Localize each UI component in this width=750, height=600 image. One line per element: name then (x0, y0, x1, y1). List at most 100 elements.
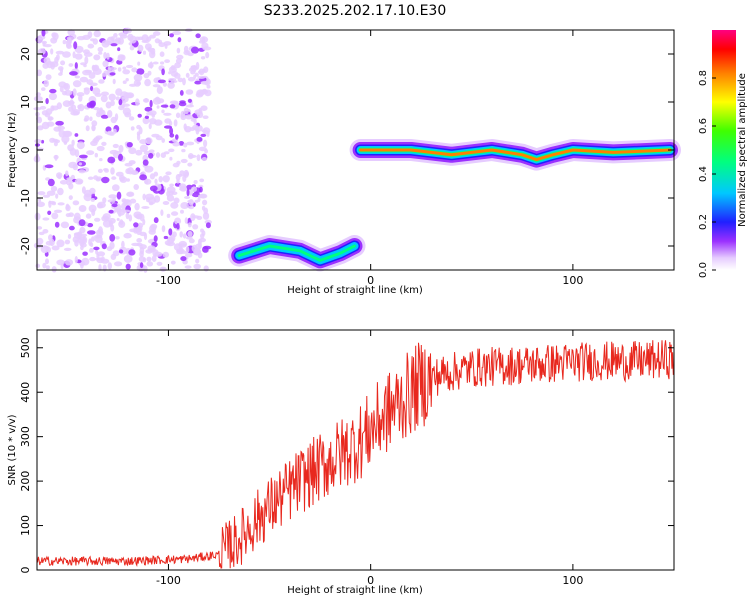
noise-blob (108, 93, 116, 102)
noise-blob (112, 78, 116, 85)
noise-blob (139, 262, 144, 269)
noise-blob (60, 60, 66, 66)
colorbar-label: Normalized spectral amplitude (737, 73, 748, 227)
noise-blob (45, 265, 50, 270)
noise-blob (170, 80, 178, 83)
noise-blob (185, 246, 190, 253)
y-tick-label: 500 (19, 337, 32, 358)
noise-blob (66, 177, 74, 181)
noise-blob (144, 106, 153, 112)
noise-blob (169, 104, 176, 109)
noise-blob (83, 87, 91, 91)
noise-blob (154, 178, 158, 184)
x-tick-label: 100 (562, 574, 583, 587)
noise-blob (170, 65, 176, 71)
noise-blob (64, 90, 73, 96)
noise-blob (200, 80, 209, 85)
noise-blob (205, 222, 211, 229)
noise-blob (100, 258, 110, 264)
noise-blob (116, 218, 120, 221)
noise-blob (201, 205, 206, 211)
colorbar-tick-label: 0.6 (698, 118, 709, 134)
noise-blob (169, 156, 173, 161)
noise-blob (160, 209, 164, 216)
noise-blob (57, 202, 65, 206)
noise-blob (129, 35, 137, 44)
noise-blob (156, 261, 163, 266)
noise-blob (202, 127, 211, 135)
noise-blob (168, 120, 173, 126)
noise-blob (45, 74, 52, 80)
noise-blob (176, 223, 180, 230)
noise-blob (107, 156, 116, 164)
noise-blob (180, 158, 188, 164)
noise-blob (62, 100, 72, 107)
noise-blob (108, 194, 117, 199)
noise-blob (191, 215, 200, 219)
noise-blob (118, 98, 123, 106)
noise-blob (188, 205, 195, 210)
noise-blob (78, 219, 86, 227)
noise-blob (99, 107, 103, 112)
noise-blob (118, 105, 125, 111)
noise-blob (42, 217, 50, 221)
noise-blob (144, 178, 152, 185)
noise-blob (116, 191, 122, 200)
noise-blob (192, 224, 199, 230)
noise-blob (142, 159, 149, 166)
noise-blob (203, 265, 209, 272)
noise-blob (129, 228, 138, 233)
noise-blob (164, 59, 171, 63)
noise-blob (93, 137, 101, 142)
noise-blob (179, 185, 187, 192)
noise-blob (109, 234, 116, 242)
y-tick-label: 400 (19, 382, 32, 403)
noise-blob (137, 44, 144, 52)
noise-blob (166, 194, 175, 202)
noise-blob (141, 34, 149, 42)
noise-blob (93, 54, 101, 61)
noise-blob (136, 68, 145, 75)
noise-blob (81, 233, 88, 237)
noise-blob (194, 72, 199, 77)
noise-blob (133, 222, 139, 228)
noise-blob (168, 228, 173, 236)
noise-blob (169, 133, 175, 138)
noise-blob (81, 186, 86, 194)
noise-blob (180, 256, 187, 262)
noise-blob (80, 242, 87, 248)
noise-blob (41, 40, 48, 45)
noise-blob (35, 263, 41, 268)
noise-blob (203, 139, 208, 148)
noise-blob (96, 145, 105, 152)
noise-blob (197, 75, 206, 79)
noise-blob (147, 245, 156, 252)
noise-blob (89, 256, 96, 262)
noise-blob (196, 154, 201, 162)
noise-blob (115, 96, 121, 101)
noise-blob (151, 113, 155, 118)
noise-blob (57, 125, 62, 132)
noise-blob (113, 33, 118, 38)
noise-blob (45, 98, 49, 105)
noise-blob (185, 72, 190, 78)
noise-blob (182, 233, 187, 239)
band-contour-2-5 (359, 148, 672, 162)
noise-blob (54, 139, 61, 144)
noise-blob (34, 139, 42, 144)
noise-blob (158, 176, 163, 183)
noise-blob (58, 72, 63, 76)
noise-blob (101, 215, 110, 222)
noise-blob (65, 40, 71, 49)
noise-blob (98, 51, 103, 55)
noise-blob (85, 213, 92, 219)
noise-blob (74, 178, 84, 185)
noise-blob (188, 238, 195, 244)
noise-blob (106, 130, 114, 136)
noise-blob (118, 249, 124, 254)
noise-blob (148, 229, 156, 235)
noise-blob (169, 33, 175, 38)
noise-blob (65, 170, 69, 177)
